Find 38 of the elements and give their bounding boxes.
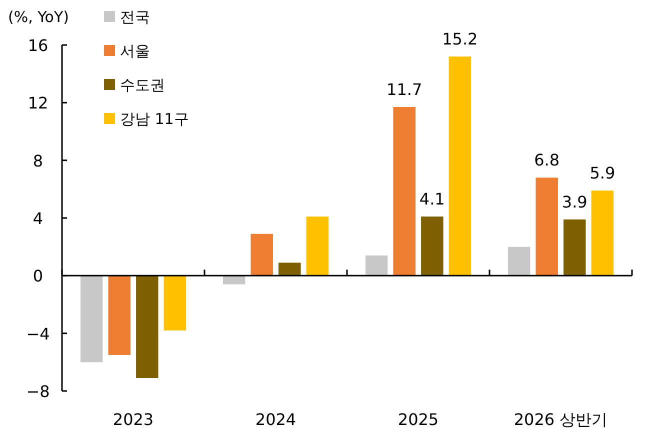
bar: [393, 106, 416, 276]
bar: [222, 276, 246, 284]
x-tick-label: 2023: [112, 410, 154, 429]
bar: [136, 276, 158, 378]
x-tick-label: 2025: [398, 410, 439, 429]
data-label: 15.2: [442, 30, 478, 49]
bar: [536, 178, 558, 276]
bar: [306, 216, 329, 276]
data-label: 11.7: [386, 80, 422, 99]
bar: [278, 262, 301, 276]
x-tick-label: 2024: [255, 410, 296, 429]
y-tick-label: 8: [32, 151, 44, 170]
bar: [365, 255, 388, 276]
data-label: 3.9: [562, 192, 588, 212]
bar: [108, 276, 130, 355]
bar: [250, 234, 273, 276]
bar: [564, 219, 586, 276]
bar: [164, 276, 186, 330]
y-tick-label: −8: [26, 382, 50, 401]
x-tick-label: 2026 상반기: [514, 410, 608, 429]
data-label: 4.1: [419, 190, 445, 209]
bar: [80, 276, 103, 362]
y-tick-label: 4: [32, 209, 44, 228]
legend-label: 전국: [120, 8, 150, 26]
y-tick-label: 12: [28, 94, 48, 113]
data-label: 5.9: [590, 164, 616, 183]
y-tick-label: −4: [26, 324, 50, 344]
legend-label: 강남 11구: [120, 110, 189, 128]
legend-label: 서울: [120, 42, 150, 60]
legend-label: 수도권: [120, 76, 165, 94]
data-label: 6.8: [534, 150, 560, 170]
y-tick-label: 0: [32, 266, 44, 286]
y-tick-label: 16: [28, 36, 48, 55]
bar: [448, 56, 472, 276]
bar: [421, 216, 444, 276]
y-axis-title: (%, YoY): [8, 8, 70, 26]
bar: [591, 190, 614, 276]
bar: [508, 246, 530, 276]
